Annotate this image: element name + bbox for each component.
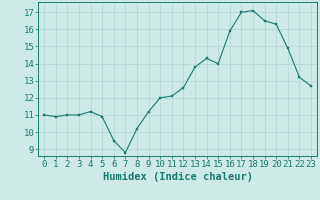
X-axis label: Humidex (Indice chaleur): Humidex (Indice chaleur) — [103, 172, 252, 182]
